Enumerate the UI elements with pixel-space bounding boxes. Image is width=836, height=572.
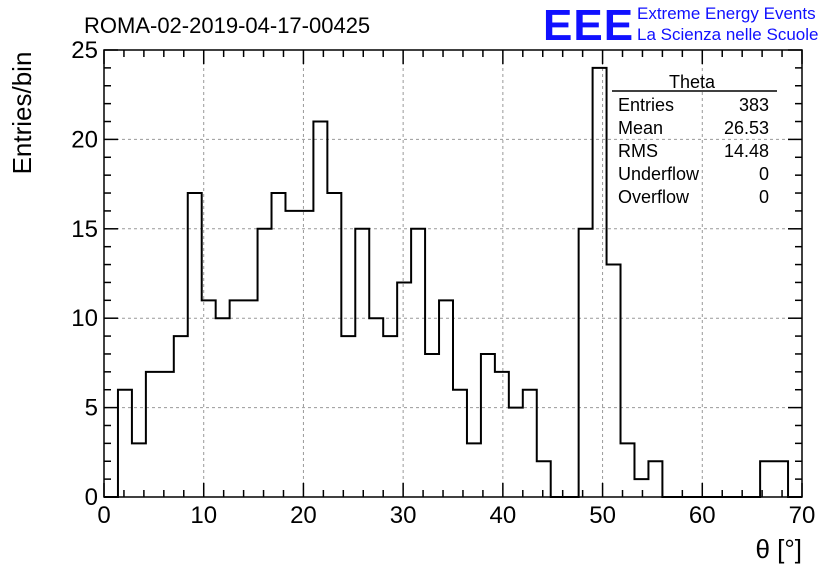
histogram-bin bbox=[579, 229, 593, 497]
y-tick-label: 10 bbox=[71, 305, 98, 332]
histogram-bin bbox=[634, 479, 648, 497]
histogram-bin bbox=[537, 461, 551, 497]
histogram-bin bbox=[397, 282, 411, 497]
plot-frame bbox=[103, 49, 803, 498]
stats-value: 26.53 bbox=[724, 118, 769, 138]
histogram-bars bbox=[104, 66, 802, 498]
histogram-bin bbox=[230, 300, 244, 497]
histogram-bin bbox=[774, 461, 788, 497]
histogram-bin bbox=[146, 372, 160, 497]
logo-mark: EEE bbox=[543, 1, 634, 50]
histogram-bin bbox=[648, 461, 662, 497]
x-tick-label: 0 bbox=[97, 502, 110, 529]
stats-box: Theta Entries 383 Mean 26.53 RMS 14.48 Underfl… bbox=[612, 72, 777, 207]
x-tick-label: 10 bbox=[190, 502, 217, 529]
y-tick-label: 20 bbox=[71, 126, 98, 153]
histogram-bin bbox=[174, 336, 188, 497]
x-tick-label: 50 bbox=[589, 502, 616, 529]
histogram-bin bbox=[383, 336, 397, 497]
histogram-bin bbox=[523, 390, 537, 497]
histogram-bin bbox=[188, 193, 202, 497]
stats-label: RMS bbox=[618, 141, 658, 161]
histogram-bin bbox=[481, 354, 495, 497]
x-tick-label: 30 bbox=[390, 502, 417, 529]
stats-value: 14.48 bbox=[724, 141, 769, 161]
grid bbox=[104, 50, 802, 497]
histogram-bin bbox=[258, 229, 272, 497]
stats-label: Underflow bbox=[618, 164, 700, 184]
histogram-bin bbox=[425, 354, 439, 497]
chart-title: ROMA-02-2019-04-17-00425 bbox=[84, 13, 370, 38]
histogram-bin bbox=[467, 443, 481, 497]
histogram-bin bbox=[118, 390, 132, 497]
histogram-bin bbox=[313, 122, 327, 497]
y-axis-label: Entries/bin bbox=[7, 52, 37, 175]
histogram-bin bbox=[285, 211, 299, 497]
histogram-bin bbox=[495, 372, 509, 497]
stats-value: 0 bbox=[759, 187, 769, 207]
y-tick-label: 5 bbox=[85, 395, 98, 422]
logo-line2: La Scienza nelle Scuole bbox=[637, 25, 818, 44]
axis-ticks bbox=[103, 49, 803, 498]
x-tick-label: 60 bbox=[689, 502, 716, 529]
histogram-bin bbox=[453, 390, 467, 497]
histogram-bin bbox=[355, 229, 369, 497]
x-axis-label: θ [°] bbox=[755, 534, 802, 564]
stats-rows: Entries 383 Mean 26.53 RMS 14.48 Underflow 0 Ove… bbox=[618, 95, 769, 207]
histogram-bin bbox=[593, 68, 607, 497]
stats-value: 383 bbox=[739, 95, 769, 115]
histogram-bin bbox=[607, 265, 621, 497]
stats-value: 0 bbox=[759, 164, 769, 184]
stats-title: Theta bbox=[669, 72, 716, 92]
histogram-bin bbox=[327, 193, 341, 497]
histogram-bin bbox=[160, 372, 174, 497]
histogram-bin bbox=[439, 300, 453, 497]
histogram-bin bbox=[132, 443, 146, 497]
x-tick-label: 70 bbox=[789, 502, 816, 529]
y-tick-label: 25 bbox=[71, 37, 98, 64]
histogram-bin bbox=[299, 211, 313, 497]
stats-label: Overflow bbox=[618, 187, 690, 207]
histogram-outline bbox=[104, 66, 802, 498]
y-tick-label: 15 bbox=[71, 216, 98, 243]
histogram-bin bbox=[244, 300, 258, 497]
x-tick-label: 40 bbox=[490, 502, 517, 529]
stats-label: Mean bbox=[618, 118, 663, 138]
stats-label: Entries bbox=[618, 95, 674, 115]
histogram-bin bbox=[216, 318, 230, 497]
eee-logo: EEE Extreme Energy Events La Scienza nel… bbox=[543, 1, 818, 50]
histogram-bin bbox=[341, 336, 355, 497]
x-tick-label: 20 bbox=[290, 502, 317, 529]
tick-labels: 0 10 20 30 40 50 60 70 0 5 10 15 20 25 bbox=[71, 37, 815, 529]
histogram-bin bbox=[272, 193, 286, 497]
histogram-bin bbox=[621, 443, 635, 497]
y-tick-label: 0 bbox=[85, 484, 98, 511]
logo-line1: Extreme Energy Events bbox=[637, 4, 816, 23]
histogram-bin bbox=[509, 408, 523, 497]
histogram-bin bbox=[411, 229, 425, 497]
